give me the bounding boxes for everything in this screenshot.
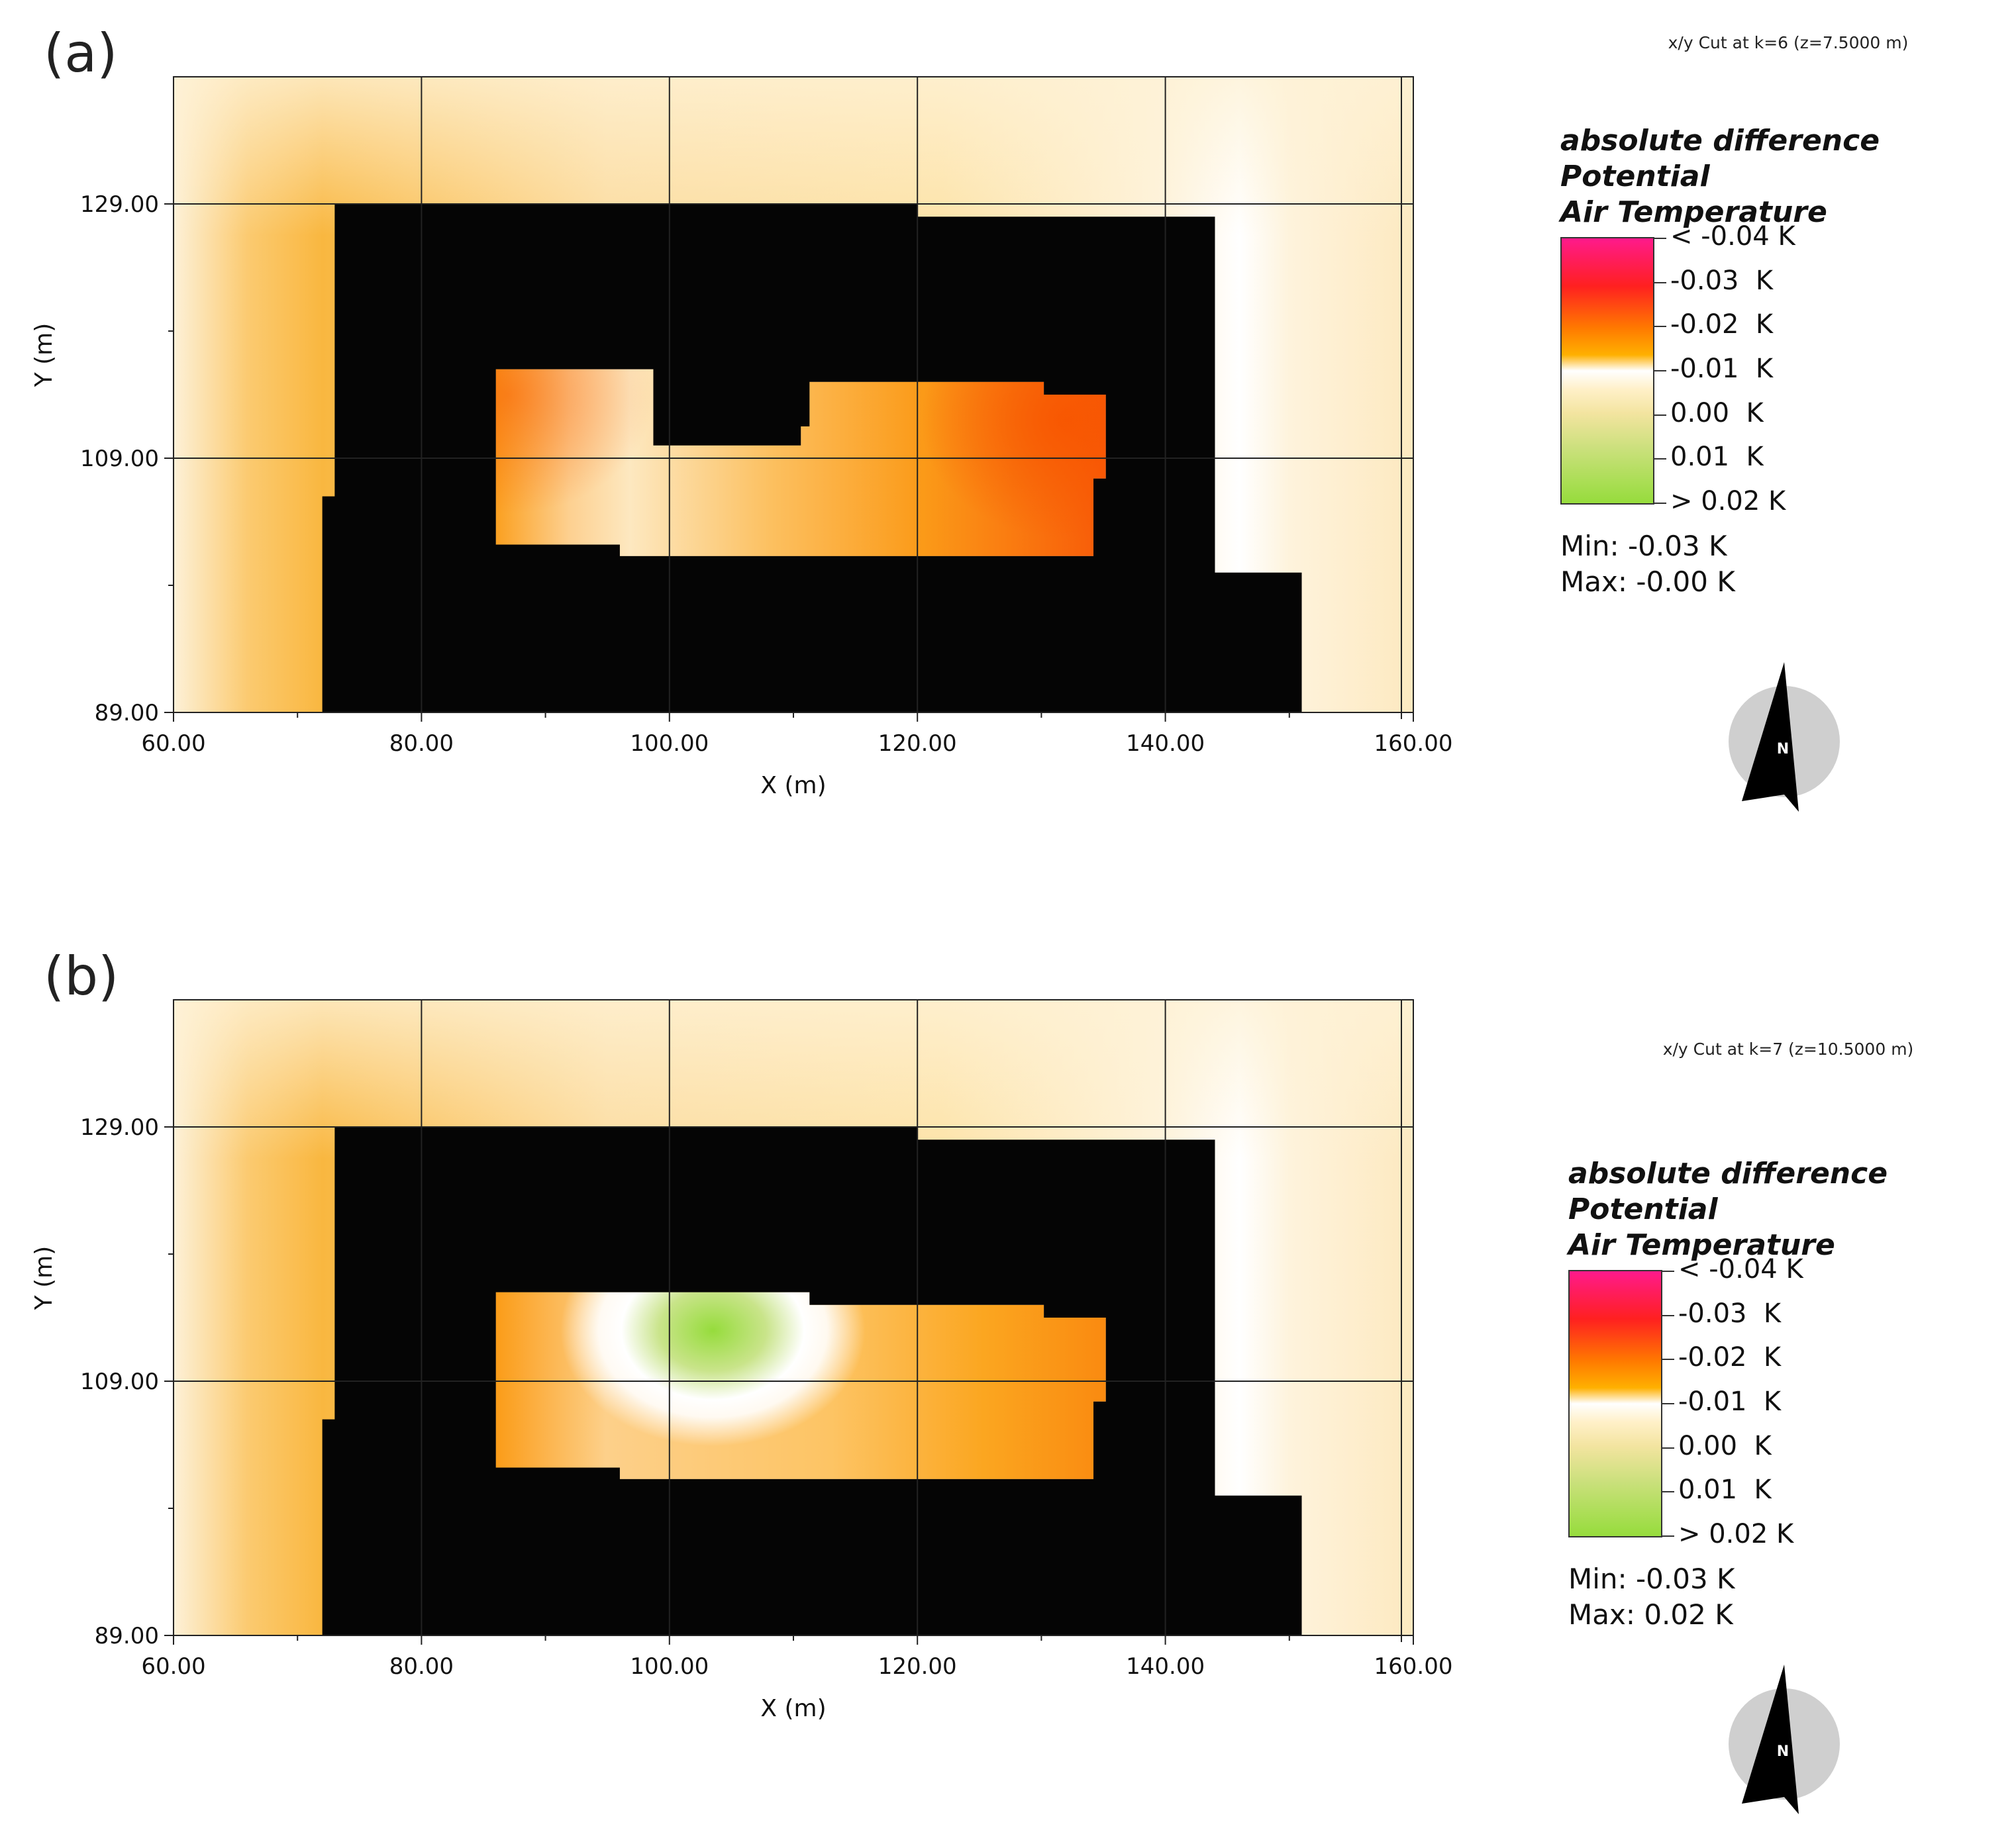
x-tick-label: 120.00 <box>878 730 957 757</box>
hot-spot <box>920 369 1106 540</box>
y-tick-label: 109.00 <box>80 446 159 472</box>
legend-tick-label: < -0.04 K <box>1678 1254 1803 1285</box>
panel-a: (a) x/y Cut at k=6 (z=7.5000 m) 60.00 80.… <box>30 23 1997 812</box>
north-arrow-icon: N <box>1729 662 1840 812</box>
y-tick-label: 129.00 <box>80 191 159 218</box>
legend-b: absolute difference Potential Air Temper… <box>1568 1156 2005 1631</box>
x-tick-label: 80.00 <box>389 730 454 757</box>
legend-tick-label: -0.03 K <box>1670 265 1774 296</box>
heatmap-plot-a: 60.00 80.00 100.00 120.00 140.00 160.00 89.00 1… <box>30 76 1453 799</box>
x-tick-label: 160.00 <box>1374 1653 1453 1680</box>
legend-title-line2: Air Temperature <box>1568 1228 1835 1262</box>
legend-colorbar <box>1560 237 1654 505</box>
x-tick-label: 80.00 <box>389 1653 454 1680</box>
x-tick-label: 100.00 <box>630 1653 709 1680</box>
panel-label: (a) <box>44 23 118 84</box>
legend-tick-line <box>1654 370 1666 371</box>
legend-title-line1: absolute difference Potential <box>1560 124 1880 193</box>
y-tick-label: 109.00 <box>80 1369 159 1395</box>
north-arrow-icon: N <box>1729 1665 1840 1814</box>
legend-tick-line <box>1662 1403 1674 1404</box>
legend-tick-line <box>1662 1314 1674 1316</box>
legend-tick-label: -0.01 K <box>1678 1386 1782 1417</box>
legend-tick-label: 0.01 K <box>1678 1475 1772 1506</box>
legend-tick-label: -0.03 K <box>1678 1298 1782 1329</box>
x-tick-label: 100.00 <box>630 730 709 757</box>
x-axis-label: X (m) <box>760 772 826 799</box>
legend-tick-line <box>1654 238 1666 239</box>
x-tick-label: 140.00 <box>1126 730 1205 757</box>
legend-tick-label: > 0.02 K <box>1678 1519 1794 1549</box>
legend-min: Min: -0.03 K <box>1560 530 1727 562</box>
x-tick-label: 140.00 <box>1126 1653 1205 1680</box>
legend-tick-line <box>1662 1447 1674 1449</box>
legend-ticks: < -0.04 K -0.03 K -0.02 K -0.01 K 0.00 K 0.01… <box>1662 1254 1874 1549</box>
panel-b: (b) x/y Cut at k=7 (z=10.5000 m) 60.00 80… <box>0 923 2016 1846</box>
legend-tick-line <box>1662 1359 1674 1361</box>
legend-title-line2: Air Temperature <box>1560 195 1827 229</box>
y-tick-label: 129.00 <box>80 1114 159 1141</box>
x-tick-label: 160.00 <box>1374 730 1453 757</box>
legend-tick-line <box>1654 281 1666 283</box>
cut-label: x/y Cut at k=7 (z=10.5000 m) <box>1662 1040 1914 1059</box>
y-axis-label: Y (m) <box>30 1246 58 1311</box>
legend-title-line1: absolute difference Potential <box>1568 1157 1888 1226</box>
legend-tick-line <box>1654 326 1666 328</box>
hot-spot <box>495 369 654 514</box>
legend-minmax: Min: -0.03 K Max: 0.02 K <box>1568 1561 1735 1633</box>
legend-colorbar <box>1568 1270 1662 1537</box>
legend-tick-line <box>1662 1491 1674 1493</box>
legend-max: Max: -0.00 K <box>1560 565 1735 598</box>
x-tick-label: 60.00 <box>141 730 205 757</box>
legend-a: absolute difference Potential Air Temper… <box>1560 123 1997 598</box>
legend-tick-line <box>1654 503 1666 504</box>
legend-tick-label: -0.01 K <box>1670 354 1774 384</box>
legend-tick-label: 0.01 K <box>1670 442 1764 473</box>
legend-tick-line <box>1654 414 1666 416</box>
legend-minmax: Min: -0.03 K Max: -0.00 K <box>1560 528 1735 600</box>
legend-tick-label: 0.00 K <box>1678 1430 1772 1461</box>
legend-ticks: < -0.04 K -0.03 K -0.02 K -0.01 K 0.00 K 0.01… <box>1654 221 1866 516</box>
y-tick-label: 89.00 <box>95 1623 159 1649</box>
y-tick-label: 89.00 <box>95 700 159 726</box>
legend-tick-line <box>1662 1271 1674 1272</box>
x-axis-label: X (m) <box>760 1695 826 1722</box>
north-label: N <box>1777 1743 1789 1760</box>
legend-tick-label: -0.02 K <box>1670 309 1774 340</box>
legend-tick-label: 0.00 K <box>1670 397 1764 428</box>
legend-tick-label: -0.02 K <box>1678 1342 1782 1373</box>
panel-label: (b) <box>44 946 119 1007</box>
north-label: N <box>1777 741 1789 757</box>
legend-tick-line <box>1662 1535 1674 1537</box>
legend-tick-label: > 0.02 K <box>1670 486 1786 516</box>
heatmap-plot-b: 60.00 80.00 100.00 120.00 140.00 160.00 89.00 1… <box>30 999 1453 1722</box>
y-axis-label: Y (m) <box>30 323 58 388</box>
x-tick-label: 60.00 <box>141 1653 205 1680</box>
building-mask <box>322 1127 1302 1635</box>
cut-label: x/y Cut at k=6 (z=7.5000 m) <box>1668 33 1909 52</box>
legend-min: Min: -0.03 K <box>1568 1563 1735 1595</box>
legend-tick-line <box>1654 458 1666 460</box>
building-mask <box>322 204 1302 712</box>
legend-tick-label: < -0.04 K <box>1670 221 1795 252</box>
x-tick-label: 120.00 <box>878 1653 957 1680</box>
legend-max: Max: 0.02 K <box>1568 1598 1733 1631</box>
cool-spot <box>560 1292 866 1447</box>
